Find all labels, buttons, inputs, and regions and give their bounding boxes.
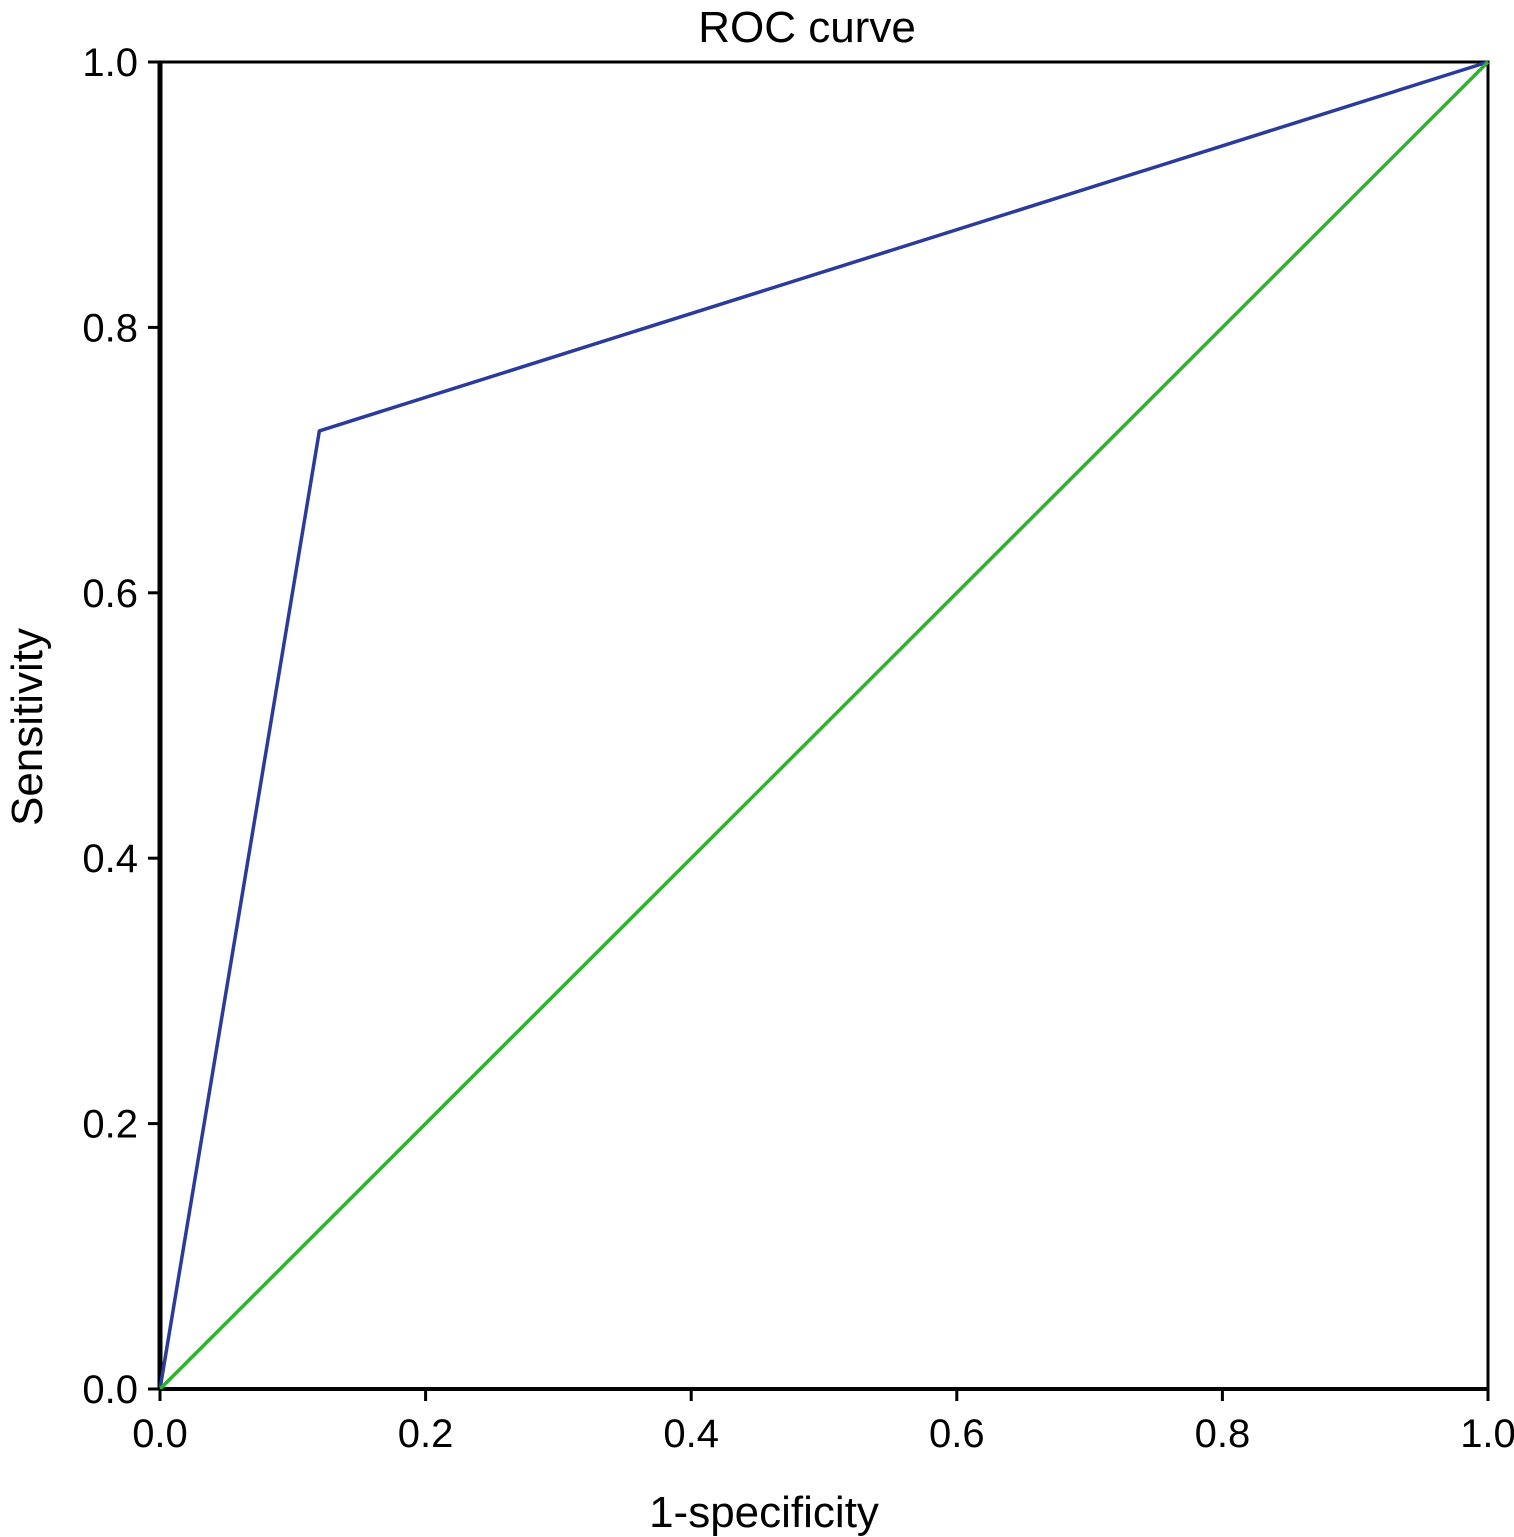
reference-diagonal-line — [158, 60, 1490, 1391]
series-layer — [158, 60, 1490, 1391]
roc-curve-line — [158, 60, 1489, 1390]
y-tick-label: 0.8 — [82, 306, 138, 350]
x-tick-label: 0.0 — [132, 1412, 188, 1456]
plot-frame — [157, 60, 1490, 1391]
y-axis-title: Sensitivity — [3, 628, 52, 826]
y-tick-label: 1.0 — [82, 41, 138, 85]
y-tick-label: 0.4 — [82, 837, 138, 881]
chart-title: ROC curve — [698, 3, 916, 52]
x-tick-label: 0.8 — [1195, 1412, 1251, 1456]
x-axis-title: 1-specificity — [649, 1488, 879, 1537]
y-tick-label: 0.0 — [82, 1368, 138, 1412]
x-tick-label: 0.4 — [663, 1412, 719, 1456]
y-tick-label: 0.2 — [82, 1103, 138, 1147]
x-tick-label: 0.2 — [398, 1412, 454, 1456]
y-axis: 0.0 0.2 0.4 0.6 0.8 1.0 — [82, 41, 160, 1412]
x-tick-label: 0.6 — [929, 1412, 985, 1456]
x-axis: 0.0 0.2 0.4 0.6 0.8 1.0 — [132, 1389, 1514, 1456]
y-tick-label: 0.6 — [82, 572, 138, 616]
x-tick-label: 1.0 — [1460, 1412, 1514, 1456]
